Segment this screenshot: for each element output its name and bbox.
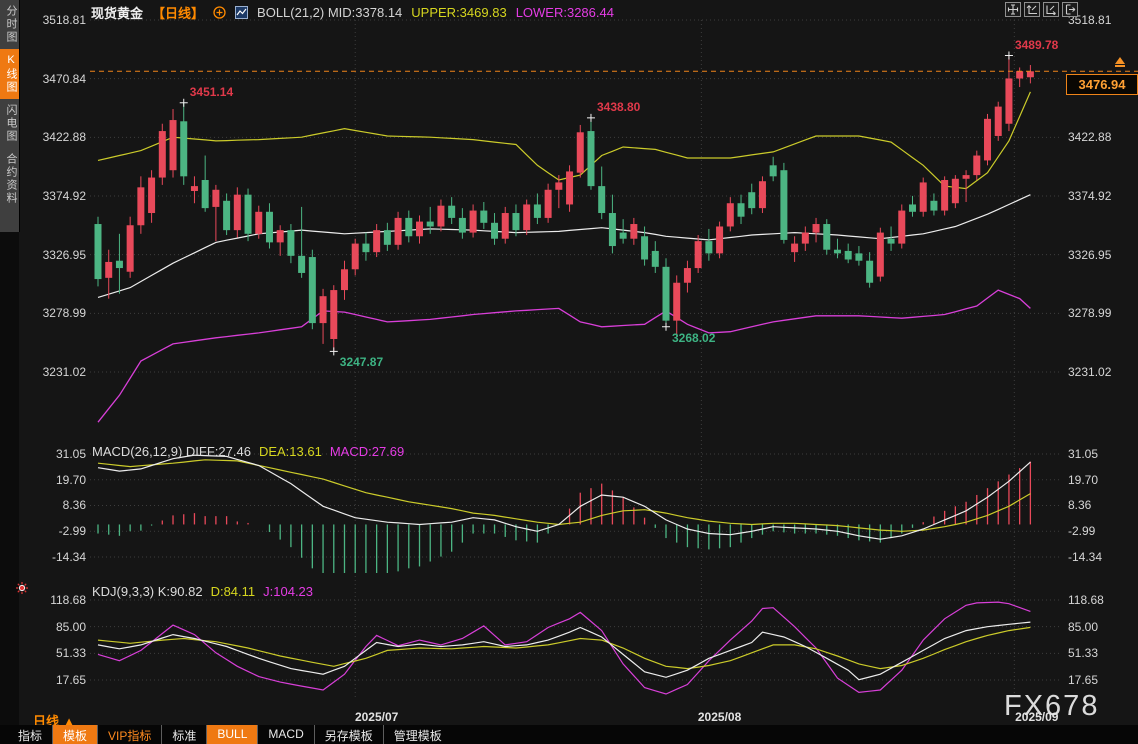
indicator-chart-icon[interactable] xyxy=(235,5,249,19)
macd-header: MACD(26,12,9) DIFF:27.46 DEA:13.61 MACD:27… xyxy=(92,444,404,459)
y-axis-label-right: 51.33 xyxy=(1068,646,1099,661)
price-annotation: 3438.80 xyxy=(596,99,641,114)
y-axis-label-left: 8.36 xyxy=(62,498,86,513)
y-axis-label-left: 3470.84 xyxy=(42,71,86,86)
macd-dea-readout: DEA:13.61 xyxy=(258,444,322,459)
y-axis-label-left: 118.68 xyxy=(50,593,86,607)
tab-manage-templates[interactable]: 管理模板 xyxy=(382,725,452,744)
current-price-tag: 3476.94 xyxy=(1066,74,1138,96)
y-axis-label-right: 3231.02 xyxy=(1068,365,1112,379)
kdj-d-readout: D:84.11 xyxy=(210,584,256,599)
y-axis-label-right: 3326.95 xyxy=(1068,247,1112,262)
tab-standard[interactable]: 标准 xyxy=(161,725,206,744)
tab-templates[interactable]: 模板 xyxy=(52,725,98,744)
y-axis-label-left: 3422.88 xyxy=(42,130,86,145)
y-axis-label-right: 118.68 xyxy=(1068,593,1104,607)
y-axis-label-right: 85.00 xyxy=(1068,619,1099,634)
sidebar-spacer xyxy=(0,232,19,744)
y-axis-label-right: 19.70 xyxy=(1068,472,1099,487)
tab-vip-indicators[interactable]: VIP指标 xyxy=(97,725,161,744)
kdj-header: KDJ(9,3,3) K:90.82 D:84.11 J:104.23 xyxy=(92,584,313,599)
y-axis-label-left: 3231.02 xyxy=(42,365,86,379)
axis-expand-vertical-icon[interactable] xyxy=(1024,2,1040,17)
y-axis-label-left: -2.99 xyxy=(58,524,86,539)
y-axis-label-right: 17.65 xyxy=(1068,673,1099,687)
chart-header: 现货黄金 【日线】 BOLL(21,2) MID:3378.14 UPPER:3… xyxy=(91,3,614,21)
x-axis-label: 2025/07 xyxy=(354,710,399,724)
y-axis-label-left: 31.05 xyxy=(55,447,86,461)
boll-upper-readout: UPPER:3469.83 xyxy=(411,4,507,20)
sidebar-item-kline-chart[interactable]: K线图 xyxy=(0,49,19,99)
y-axis-label-left: 19.70 xyxy=(55,472,86,487)
sidebar-item-contract-info[interactable]: 合约资料 xyxy=(5,153,17,205)
chart-type-sidebar: 分时图 K线图 闪电图 合约资料 xyxy=(0,0,20,232)
price-annotation: 3489.78 xyxy=(1014,37,1059,52)
y-axis-label-left: 3374.92 xyxy=(42,188,86,203)
y-axis-label-left: 3278.99 xyxy=(42,306,86,321)
tab-bull[interactable]: BULL xyxy=(206,725,258,744)
chart-toolbar xyxy=(1005,2,1078,17)
symbol-name: 现货黄金 xyxy=(91,5,144,21)
tab-indicators[interactable]: 指标 xyxy=(18,729,43,743)
y-axis-label-left: 3518.81 xyxy=(42,13,86,27)
y-axis-label-right: 8.36 xyxy=(1068,498,1092,513)
y-axis-label-left: 51.33 xyxy=(55,646,86,661)
bottom-tab-bar: 指标 模板 VIP指标 标准 BULL MACD 另存模板 管理模板 xyxy=(0,725,1138,744)
tab-macd[interactable]: MACD xyxy=(257,725,313,744)
y-axis-label-left: 17.65 xyxy=(55,673,86,687)
x-axis-label: 2025/09 xyxy=(1015,710,1059,724)
y-axis-label-right: 3422.88 xyxy=(1068,130,1112,145)
price-annotation: 3268.02 xyxy=(672,330,716,345)
brand-watermark: FX678 xyxy=(1004,690,1100,722)
axis-expand-horizontal-icon[interactable] xyxy=(1043,2,1059,17)
kdj-k-readout: KDJ(9,3,3) K:90.82 xyxy=(92,584,203,599)
price-arrow-icon xyxy=(1113,57,1127,70)
macd-macd-readout: MACD:27.69 xyxy=(329,444,405,459)
tab-save-template[interactable]: 另存模板 xyxy=(313,725,383,744)
boll-mid-readout: BOLL(21,2) MID:3378.14 xyxy=(257,4,403,20)
macd-diff-readout: MACD(26,12,9) DIFF:27.46 xyxy=(92,444,251,459)
y-axis-label-right: 3374.92 xyxy=(1068,188,1112,203)
y-axis-label-left: -14.34 xyxy=(51,550,86,564)
y-axis-label-left: 3326.95 xyxy=(42,247,86,262)
live-indicator-icon xyxy=(15,581,29,600)
y-axis-label-right: 31.05 xyxy=(1068,447,1099,461)
y-axis-label-right: -2.99 xyxy=(1068,524,1096,539)
boll-lower-readout: LOWER:3286.44 xyxy=(515,4,614,20)
move-icon[interactable] xyxy=(1005,2,1021,17)
y-axis-label-right: 3518.81 xyxy=(1068,13,1112,27)
x-axis-label: 2025/08 xyxy=(697,710,742,724)
sidebar-item-lightning-chart[interactable]: 闪电图 xyxy=(5,104,17,143)
period-tag: 【日线】 xyxy=(152,5,205,21)
price-annotation: 3247.87 xyxy=(339,355,384,370)
sidebar-item-time-chart[interactable]: 分时图 xyxy=(5,5,17,44)
price-annotation: 3451.14 xyxy=(189,84,234,99)
settings-circle-icon[interactable] xyxy=(213,5,226,19)
pan-right-icon[interactable] xyxy=(1062,2,1078,17)
y-axis-label-right: 3278.99 xyxy=(1068,306,1112,321)
y-axis-label-right: -14.34 xyxy=(1068,550,1103,564)
y-axis-label-left: 85.00 xyxy=(55,619,86,634)
kdj-j-readout: J:104.23 xyxy=(263,584,314,599)
